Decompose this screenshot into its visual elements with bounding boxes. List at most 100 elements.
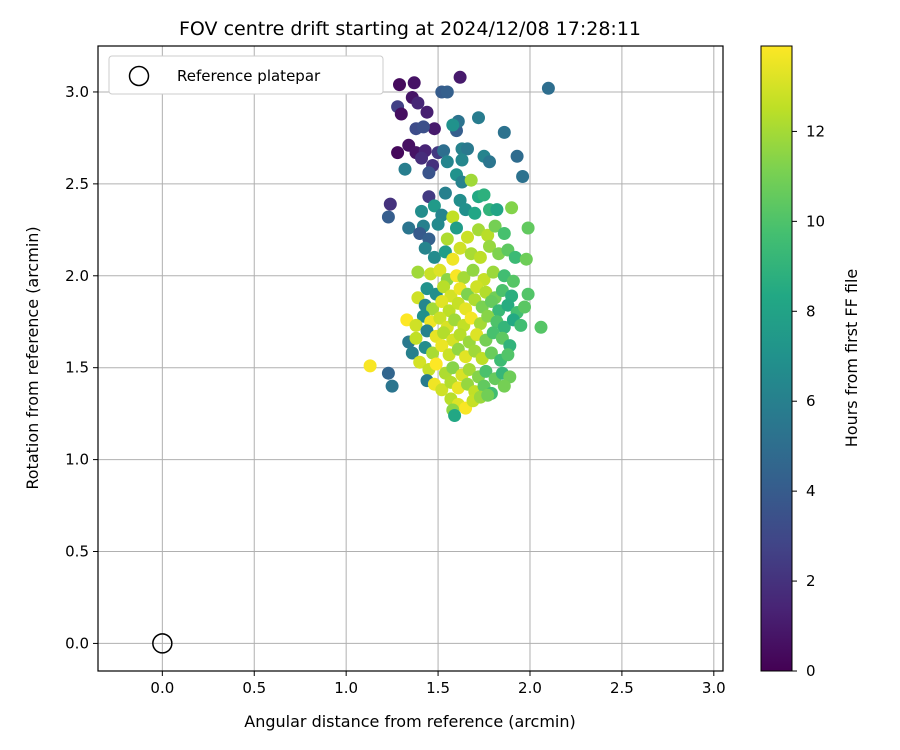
colorbar-tick-label: 4 [806,482,816,500]
data-point [501,348,515,362]
colorbar-tick-label: 8 [806,302,816,320]
chart-title: FOV centre drift starting at 2024/12/08 … [179,18,641,40]
data-point [468,206,482,220]
reference-platepar-marker [152,633,173,654]
data-point [514,318,528,332]
data-point [420,105,434,119]
x-tick-label: 2.0 [518,679,542,697]
data-point [461,230,474,244]
data-point [363,359,377,373]
data-point [483,239,496,253]
data-point [484,346,498,360]
data-point [455,153,469,167]
y-tick-label: 2.0 [65,267,89,285]
data-point [409,318,423,332]
data-point [461,142,474,156]
data-point [398,162,412,176]
data-point [433,263,447,277]
data-point [446,118,460,132]
x-tick-label: 1.5 [426,679,450,697]
y-tick-label: 2.5 [65,175,89,193]
data-point [426,302,440,316]
data-point [462,363,476,376]
y-tick-label: 1.0 [65,451,89,469]
data-point [446,252,460,266]
data-point [440,85,454,99]
data-point [385,379,399,393]
colorbar-tick-label: 10 [806,212,825,230]
data-point [488,219,502,233]
legend-label: Reference platepar [177,67,321,85]
data-point [446,210,460,224]
data-point [446,361,460,375]
data-point [431,217,445,231]
x-axis-label: Angular distance from reference (arcmin) [244,712,575,731]
data-point [477,188,491,202]
data-point [433,311,447,325]
colorbar: 0 2 4 6 8 10 12 Hours from first FF file [760,45,861,680]
data-point [518,300,531,314]
colorbar-gradient [760,45,793,672]
data-point [521,221,535,235]
data-point [473,250,487,264]
data-point [409,331,423,345]
data-point [411,96,425,110]
x-tick-label: 3.0 [702,679,726,697]
legend-box [108,55,384,95]
data-point [437,280,451,294]
data-point [437,144,451,158]
colorbar-label: Hours from first FF file [842,269,861,448]
data-point [416,120,430,134]
data-point [413,355,427,369]
data-point [381,366,395,380]
data-point [510,149,524,163]
data-point [402,221,416,235]
y-tick-label: 1.5 [65,359,89,377]
data-point [415,151,428,165]
y-tick-label: 0.5 [65,543,89,561]
legend: Reference platepar [108,55,384,95]
data-points [363,70,555,422]
data-point [440,232,454,246]
data-point [427,122,441,136]
data-point [391,146,405,160]
data-point [453,241,467,255]
data-point [516,170,530,183]
y-tick-label: 0.0 [65,634,89,652]
data-point [464,173,478,187]
data-point [479,364,493,378]
data-point [481,388,495,402]
data-point [506,274,520,288]
data-point [497,320,511,334]
data-point [440,155,454,169]
data-point [418,241,432,255]
data-point [435,339,449,353]
data-point [407,76,421,90]
y-axis-ticks: 0.0 0.5 1.0 1.5 2.0 2.5 3.0 [65,83,98,652]
data-point [497,227,511,240]
x-axis-ticks: 0.0 0.5 1.0 1.5 2.0 2.5 3.0 [150,671,726,697]
data-point [519,252,533,266]
x-tick-label: 0.0 [150,679,174,697]
data-point [383,197,397,211]
data-point [501,298,515,312]
data-point [457,271,471,285]
colorbar-tick-label: 12 [806,122,825,140]
y-axis-label: Rotation from reference (arcmin) [23,226,42,489]
data-point [497,125,511,139]
x-tick-label: 1.0 [334,679,358,697]
plot-frame [97,45,724,672]
colorbar-tick-label: 2 [806,572,816,590]
x-tick-label: 0.5 [242,679,266,697]
data-point [435,383,449,397]
colorbar-tick-label: 0 [806,662,816,680]
data-point [426,346,440,360]
data-point [466,263,480,277]
data-point [472,111,485,125]
data-point [427,199,441,213]
legend-marker-icon [128,65,150,87]
data-point [394,107,408,121]
data-point [422,166,436,180]
data-point [411,265,425,279]
